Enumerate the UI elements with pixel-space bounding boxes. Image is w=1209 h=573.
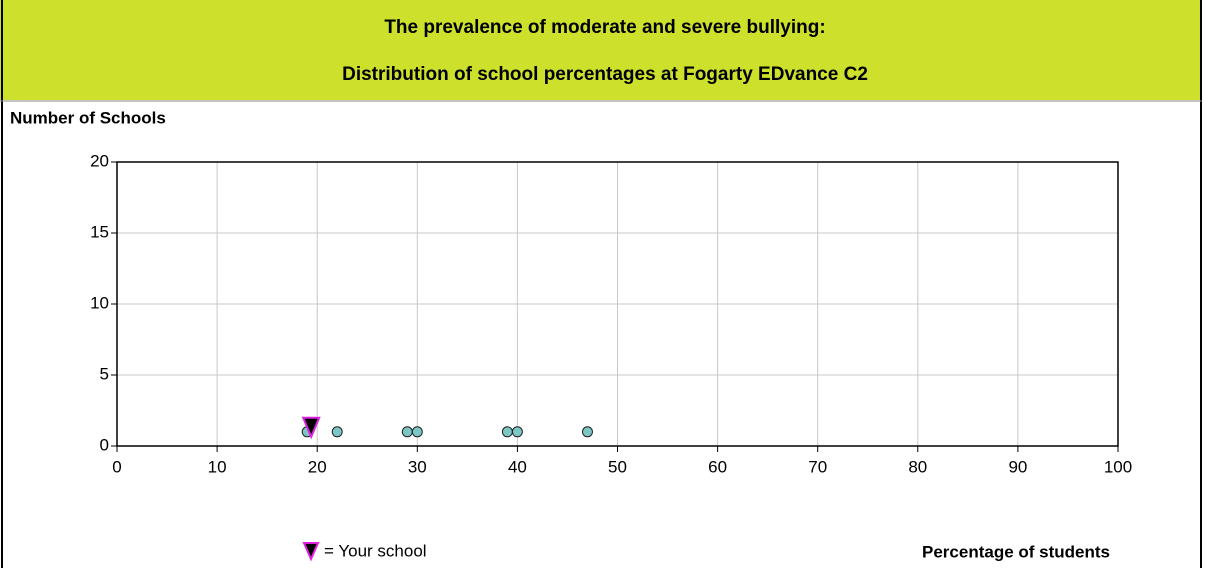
x-axis-label: Percentage of students xyxy=(922,542,1110,561)
point xyxy=(331,426,343,438)
y-tick-label: 15 xyxy=(90,222,109,241)
x-tick-label: 80 xyxy=(908,457,927,476)
x-tick-label: 100 xyxy=(1104,457,1132,476)
x-tick-label: 60 xyxy=(708,457,727,476)
chart-subtitle: Distribution of school percentages at Fo… xyxy=(342,64,868,85)
point xyxy=(411,426,423,438)
point xyxy=(501,426,513,438)
y-axis-label: Number of Schools xyxy=(10,108,166,127)
x-tick-label: 20 xyxy=(308,457,327,476)
y-tick-label: 10 xyxy=(90,293,109,312)
plot-frame xyxy=(116,161,1119,447)
x-tick-label: 10 xyxy=(208,457,227,476)
point xyxy=(581,426,593,438)
x-tick-label: 30 xyxy=(408,457,427,476)
x-tick-label: 50 xyxy=(608,457,627,476)
legend-text: = Your school xyxy=(324,541,427,560)
x-tick-label: 90 xyxy=(1008,457,1027,476)
x-tick-label: 40 xyxy=(508,457,527,476)
your-school-marker xyxy=(301,416,321,440)
legend-symbol xyxy=(302,542,320,562)
x-tick-label: 70 xyxy=(808,457,827,476)
point xyxy=(511,426,523,438)
point xyxy=(401,426,413,438)
chart-title: The prevalence of moderate and severe bu… xyxy=(384,17,825,38)
y-tick-label: 0 xyxy=(100,435,109,454)
y-tick-label: 5 xyxy=(100,364,109,383)
y-tick-label: 20 xyxy=(90,151,109,170)
x-tick-label: 0 xyxy=(112,457,121,476)
header-band xyxy=(0,0,1202,100)
